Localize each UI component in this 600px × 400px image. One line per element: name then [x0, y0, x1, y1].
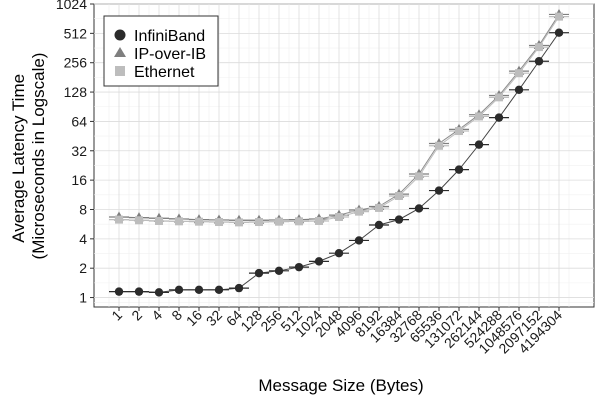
y-tick-label-8: 256 — [64, 55, 88, 71]
point-infiniband-13 — [374, 220, 384, 230]
point-ethernet-0 — [115, 215, 123, 224]
y-tick-label-4: 16 — [71, 172, 87, 188]
y-axis: 1 2 4 8 16 32 64 128 256 512 1024 — [56, 0, 94, 306]
point-ethernet-18 — [475, 112, 483, 121]
legend-key-ethernet — [115, 66, 125, 76]
point-infiniband-7 — [254, 268, 264, 278]
point-ethernet-21 — [535, 43, 543, 52]
x-tick-label-1: 2 — [128, 307, 145, 324]
legend-label-ip-over-ib: IP-over-IB — [134, 46, 206, 63]
y-tick-label-2: 4 — [79, 231, 87, 247]
legend-item-ethernet: Ethernet — [115, 64, 195, 81]
legend-item-infiniband: InfiniBand — [114, 28, 205, 45]
point-infiniband-0 — [114, 287, 124, 296]
point-infiniband-16 — [434, 186, 444, 195]
point-infiniband-20 — [514, 85, 524, 95]
y-tick-label-1: 2 — [79, 260, 87, 276]
point-infiniband-9 — [294, 262, 304, 272]
point-infiniband-17 — [454, 165, 464, 174]
y-tick-label-9: 512 — [64, 25, 88, 41]
point-ethernet-4 — [195, 217, 203, 226]
legend-box — [103, 15, 219, 87]
point-infiniband-3 — [174, 285, 184, 295]
legend-label-infiniband: InfiniBand — [134, 28, 205, 45]
point-ethernet-14 — [395, 191, 403, 200]
point-ethernet-2 — [155, 216, 163, 225]
y-tick-label-7: 128 — [64, 84, 88, 100]
legend-label-ethernet: Ethernet — [134, 64, 195, 81]
legend-key-infiniband — [114, 29, 126, 41]
y-tick-label-3: 8 — [79, 201, 87, 217]
y-axis-title-line-1: Average Latency Time — [9, 74, 28, 243]
point-infiniband-22 — [554, 28, 564, 37]
y-tick-label-0: 1 — [79, 290, 87, 306]
point-ethernet-17 — [455, 127, 463, 136]
point-ethernet-1 — [135, 216, 143, 225]
point-infiniband-11 — [334, 248, 344, 258]
point-ethernet-6 — [235, 218, 243, 227]
y-tick-label-6: 64 — [71, 113, 87, 129]
point-ethernet-8 — [275, 217, 283, 226]
series-infiniband — [109, 28, 569, 297]
y-axis-title-line-2: (Microseconds in Logscale) — [29, 53, 48, 260]
point-ethernet-12 — [355, 207, 363, 216]
point-infiniband-21 — [534, 57, 544, 66]
point-infiniband-8 — [274, 266, 284, 276]
point-ethernet-5 — [215, 218, 223, 227]
x-tick-label-2: 4 — [148, 307, 165, 324]
legend-key-ip-over-ib — [114, 47, 126, 57]
point-ethernet-9 — [295, 217, 303, 226]
point-infiniband-18 — [474, 140, 484, 149]
x-tick-label-0: 1 — [108, 307, 125, 324]
point-infiniband-5 — [214, 285, 224, 295]
point-ethernet-10 — [315, 216, 323, 225]
point-ethernet-16 — [435, 141, 443, 150]
series-layer — [109, 8, 569, 297]
series-ethernet — [109, 12, 569, 227]
point-infiniband-10 — [314, 257, 324, 266]
point-infiniband-14 — [394, 215, 404, 224]
x-tick-label-3: 8 — [168, 307, 185, 324]
y-tick-label-5: 32 — [71, 143, 87, 159]
point-ethernet-20 — [515, 69, 523, 78]
legend: InfiniBand IP-over-IB Ethernet — [103, 15, 219, 87]
point-ethernet-7 — [255, 218, 263, 227]
point-infiniband-19 — [494, 113, 504, 122]
point-ethernet-22 — [555, 12, 563, 21]
point-infiniband-12 — [354, 236, 364, 245]
point-infiniband-2 — [154, 288, 164, 297]
point-ethernet-19 — [495, 93, 503, 102]
y-tick-label-10: 1024 — [56, 0, 87, 12]
point-infiniband-4 — [194, 285, 204, 295]
point-infiniband-6 — [234, 283, 244, 293]
x-axis-title: Message Size (Bytes) — [258, 376, 423, 395]
point-ethernet-13 — [375, 203, 383, 212]
y-axis-title: Average Latency Time (Microseconds in Lo… — [9, 53, 48, 260]
point-ethernet-15 — [415, 172, 423, 181]
x-axis: 1 2 4 8163264128256512102420484096819216384… — [108, 307, 565, 357]
point-ethernet-3 — [175, 217, 183, 226]
point-infiniband-15 — [414, 204, 424, 213]
point-infiniband-1 — [134, 287, 144, 296]
legend-item-ip-over-ib: IP-over-IB — [114, 46, 206, 63]
point-ethernet-11 — [335, 212, 343, 221]
